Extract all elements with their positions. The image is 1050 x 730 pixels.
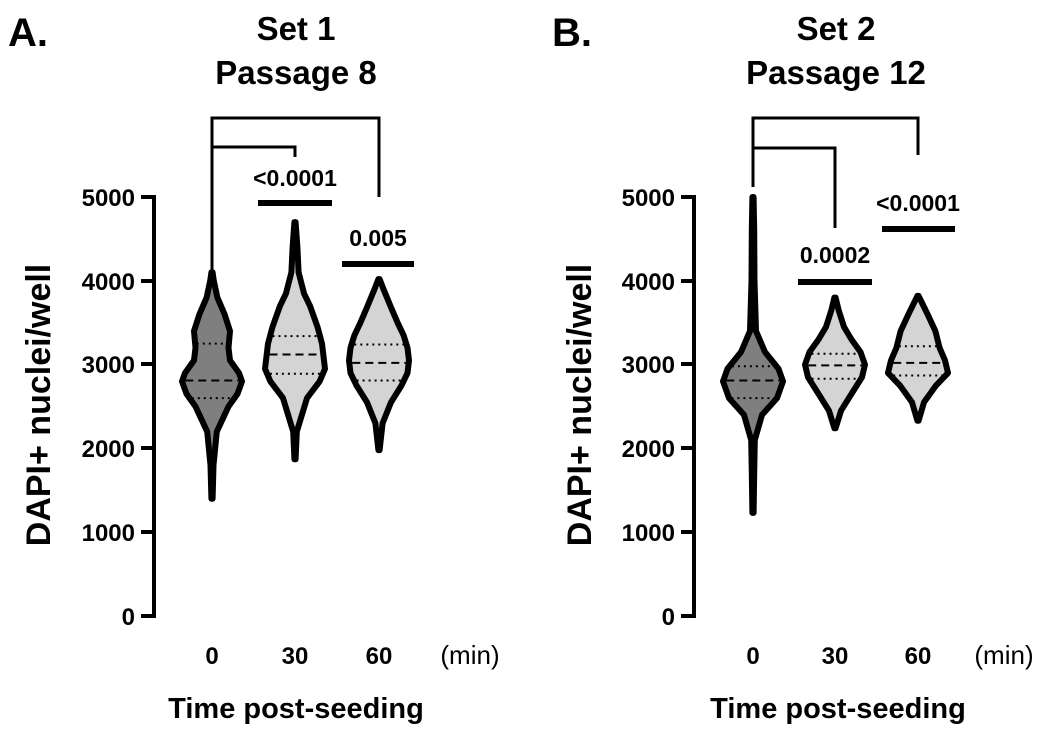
panel-a: A. Set 1 Passage 8 DAPI+ nuclei/well Tim… <box>8 10 500 725</box>
panel-a-x-axis: 0 30 60 <box>205 643 392 670</box>
panel-b-pvalue-60: <0.0001 <box>876 190 960 216</box>
panel-a-ytick-label-2: 2000 <box>82 436 135 463</box>
panel-a-pvalue-60: 0.005 <box>349 225 407 251</box>
panel-b-pvalue-30: 0.0002 <box>800 242 870 268</box>
violin-0-min <box>179 269 245 502</box>
panel-b-title-line-1: Set 2 <box>797 10 876 47</box>
panel-b-xtick-label-0: 0 <box>746 643 759 670</box>
panel-b-y-axis: 0 1000 2000 3000 4000 5000 <box>622 185 696 631</box>
panel-b-xtick-label-60: 60 <box>905 643 932 670</box>
panel-a-xtick-label-60: 60 <box>366 643 393 670</box>
panel-a-brackets: <0.0001 0.005 <box>210 116 414 272</box>
panel-b: B. Set 2 Passage 12 DAPI+ nuclei/well Ti… <box>552 10 1034 725</box>
violin-30-min <box>802 294 868 432</box>
panel-b-title-line-2: Passage 12 <box>746 54 926 91</box>
panel-b-brackets: 0.0002 <0.0001 <box>751 116 960 285</box>
panel-a-y-axis: 0 1000 2000 3000 4000 5000 <box>82 185 156 631</box>
panel-a-pvalue-30: <0.0001 <box>253 165 337 191</box>
panel-a-x-unit: (min) <box>440 640 499 670</box>
panel-a-y-ticks <box>141 195 156 618</box>
panel-a-ytick-label-0: 0 <box>122 604 135 631</box>
panel-a-ytick-label-1: 1000 <box>82 520 135 547</box>
panel-b-ytick-label-3: 3000 <box>622 352 675 379</box>
panel-a-xtick-label-30: 30 <box>282 643 309 670</box>
violin-30-min <box>262 219 328 463</box>
panel-a-x-axis-label: Time post-seeding <box>168 693 424 725</box>
panel-b-xtick-label-30: 30 <box>822 643 849 670</box>
panel-b-x-axis-label: Time post-seeding <box>710 693 966 725</box>
panel-a-y-axis-label: DAPI+ nuclei/well <box>20 264 58 546</box>
panel-a-ytick-label-5: 5000 <box>82 185 135 212</box>
panel-a-violins <box>179 219 412 502</box>
panel-a-ytick-label-4: 4000 <box>82 269 135 296</box>
panel-b-ytick-label-0: 0 <box>662 604 675 631</box>
violin-60-min <box>885 292 951 424</box>
panel-a-letter: A. <box>8 11 48 55</box>
panel-a-xtick-label-0: 0 <box>205 643 218 670</box>
violin-60-min <box>346 276 412 454</box>
panel-b-ytick-label-1: 1000 <box>622 520 675 547</box>
panel-b-y-axis-label: DAPI+ nuclei/well <box>561 264 599 546</box>
panel-a-title-line-2: Passage 8 <box>215 54 376 91</box>
violin-0-min <box>720 194 786 516</box>
panel-a-title-line-1: Set 1 <box>257 10 336 47</box>
panel-b-ytick-label-2: 2000 <box>622 436 675 463</box>
panel-b-x-axis: 0 30 60 <box>746 643 931 670</box>
panel-b-ytick-label-5: 5000 <box>622 185 675 212</box>
panel-a-ytick-label-3: 3000 <box>82 352 135 379</box>
panel-b-bracket-0-vs-30 <box>751 146 837 228</box>
panel-b-y-ticks <box>681 195 696 618</box>
panel-b-letter: B. <box>552 11 592 55</box>
panel-b-x-unit: (min) <box>974 640 1033 670</box>
panel-a-bracket-0-vs-30 <box>210 145 297 272</box>
panel-b-ytick-label-4: 4000 <box>622 269 675 296</box>
panel-b-violins <box>720 194 951 516</box>
